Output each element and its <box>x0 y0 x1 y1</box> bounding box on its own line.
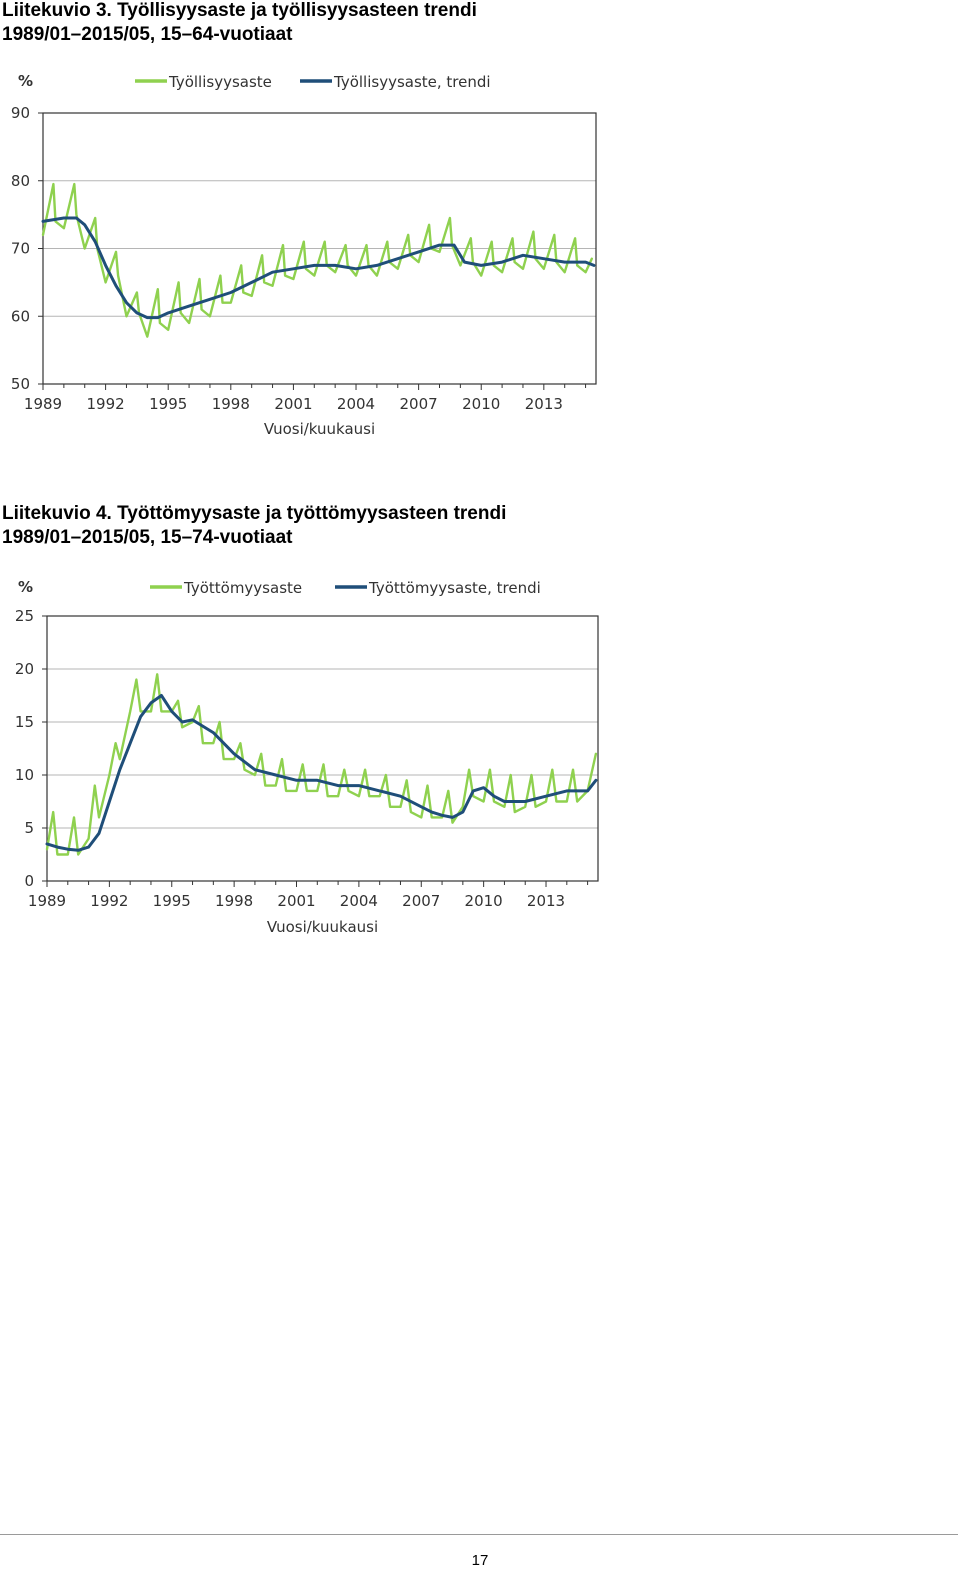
legend-label: Työllisyysaste <box>168 73 272 91</box>
y-tick-label: 60 <box>11 307 30 325</box>
trend-series-line <box>41 216 596 320</box>
y-tick-label: 15 <box>15 713 34 731</box>
employment-rate-chart: 50 60 70 80 90% 1989 1992 1995 1998 2001 2004 2007 2… <box>11 72 597 438</box>
page-number: 17 <box>471 1552 489 1569</box>
y-tick-label: 70 <box>11 240 30 258</box>
plot-frame <box>42 112 597 385</box>
x-tick-label: 2007 <box>400 395 438 413</box>
x-tick-label: 1992 <box>90 892 128 910</box>
x-tick-label: 1995 <box>149 395 187 413</box>
y-tick-label: 90 <box>11 104 30 122</box>
x-tick-label: 1989 <box>24 395 62 413</box>
x-tick-label: 2013 <box>525 395 563 413</box>
x-tick-label: 2001 <box>274 395 312 413</box>
y-axis-unit-label: % <box>18 72 33 90</box>
x-axis-label: Vuosi/kuukausi <box>267 918 378 936</box>
x-tick-label: 1998 <box>212 395 250 413</box>
x-tick-label: 1989 <box>28 892 66 910</box>
y-tick-label: 50 <box>11 375 30 393</box>
x-tick-label: 2004 <box>340 892 378 910</box>
figure-3-title-line1: Liitekuvio 3. Työllisyysaste ja työllisy… <box>2 0 477 21</box>
x-tick-label: 2013 <box>527 892 565 910</box>
figure-4-title: Liitekuvio 4. Työttömyysaste ja työttömy… <box>2 502 506 550</box>
x-tick-label: 2010 <box>462 395 500 413</box>
observed-series-line <box>45 673 598 856</box>
x-tick-label: 1998 <box>215 892 253 910</box>
plot-frame <box>46 615 599 882</box>
figure-3-title: Liitekuvio 3. Työllisyysaste ja työllisy… <box>2 0 477 47</box>
legend-label: Työllisyysaste, trendi <box>333 73 491 91</box>
y-axis-unit-label: % <box>18 578 33 596</box>
figure-4-title-line2: 1989/01–2015/05, 15–74-vuotiaat <box>2 527 293 548</box>
x-tick-label: 1995 <box>153 892 191 910</box>
legend-label: Työttömyysaste <box>183 579 302 597</box>
figure-4-title-line1: Liitekuvio 4. Työttömyysaste ja työttömy… <box>2 503 507 524</box>
x-axis-label: Vuosi/kuukausi <box>264 420 375 438</box>
x-tick-label: 2007 <box>402 892 440 910</box>
trend-series-line <box>45 694 598 852</box>
x-tick-label: 2004 <box>337 395 375 413</box>
figure-3-title-line2: 1989/01–2015/05, 15–64-vuotiaat <box>2 24 293 45</box>
y-tick-label: 25 <box>15 607 34 625</box>
y-tick-label: 5 <box>24 819 34 837</box>
x-tick-label: 2010 <box>465 892 503 910</box>
y-tick-label: 0 <box>24 872 34 890</box>
x-tick-label: 1992 <box>87 395 125 413</box>
legend-label: Työttömyysaste, trendi <box>368 579 541 597</box>
observed-series-line <box>41 182 593 338</box>
footer-rule <box>0 1534 958 1535</box>
x-tick-label: 2001 <box>277 892 315 910</box>
y-tick-label: 80 <box>11 172 30 190</box>
y-tick-label: 10 <box>15 766 34 784</box>
y-tick-label: 20 <box>15 660 34 678</box>
unemployment-rate-chart: 0 5 10 15 20 25% 1989 1992 1995 1998 2001 2004 2007 2… <box>15 578 599 936</box>
